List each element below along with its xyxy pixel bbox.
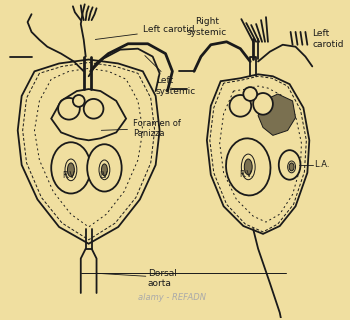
Polygon shape — [220, 86, 301, 222]
Text: Left
systemic: Left systemic — [145, 56, 196, 96]
Text: R.V.: R.V. — [62, 171, 76, 180]
Ellipse shape — [226, 138, 271, 196]
Ellipse shape — [99, 160, 110, 180]
Text: Dorsal
aorta: Dorsal aorta — [148, 268, 177, 288]
Ellipse shape — [87, 144, 122, 192]
Ellipse shape — [84, 99, 104, 119]
Text: Left carotid: Left carotid — [95, 26, 195, 39]
Text: L.A.: L.A. — [314, 160, 330, 169]
Ellipse shape — [244, 159, 252, 175]
Ellipse shape — [289, 163, 294, 171]
Text: alamy - REFADN: alamy - REFADN — [138, 293, 206, 302]
Polygon shape — [35, 68, 143, 227]
Ellipse shape — [73, 95, 85, 107]
Polygon shape — [207, 74, 309, 234]
Text: Foramen of
Panizza: Foramen of Panizza — [101, 119, 181, 138]
Polygon shape — [18, 60, 160, 244]
Ellipse shape — [230, 95, 251, 117]
Ellipse shape — [102, 164, 107, 176]
Polygon shape — [51, 89, 126, 140]
Ellipse shape — [68, 163, 75, 177]
Text: Left
carotid: Left carotid — [312, 29, 344, 49]
Text: Right
systemic: Right systemic — [187, 18, 227, 37]
Ellipse shape — [253, 93, 273, 115]
Ellipse shape — [288, 161, 295, 173]
Ellipse shape — [243, 87, 257, 101]
Ellipse shape — [58, 98, 80, 120]
Ellipse shape — [51, 142, 91, 194]
Polygon shape — [258, 94, 295, 135]
Text: LV.: LV. — [99, 171, 110, 180]
Ellipse shape — [279, 150, 300, 180]
Ellipse shape — [241, 154, 255, 180]
Text: R.V.: R.V. — [239, 170, 253, 179]
Ellipse shape — [65, 159, 77, 181]
